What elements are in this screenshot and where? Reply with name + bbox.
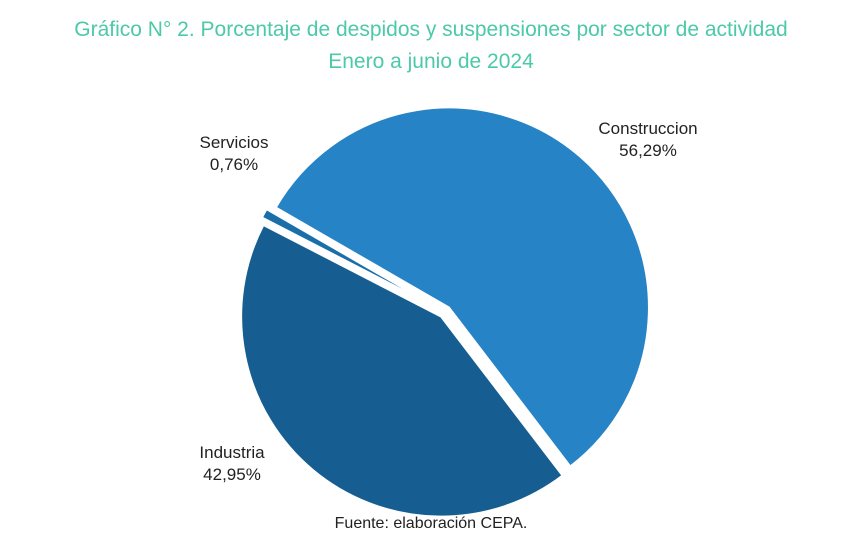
slice-value-construccion: 56,29% [619, 141, 677, 160]
chart-title: Gráfico N° 2. Porcentaje de despidos y s… [74, 18, 788, 41]
chart-subtitle: Enero a junio de 2024 [328, 50, 534, 73]
slice-label-industria: Industria [199, 443, 265, 462]
pie-slices [240, 106, 650, 518]
slice-value-servicios: 0,76% [210, 155, 258, 174]
slice-label-construccion: Construccion [598, 119, 697, 138]
pie-slice-industria [240, 223, 564, 518]
pie-slice-servicios [260, 207, 441, 311]
slice-label-servicios: Servicios [200, 133, 269, 152]
pie-labels: Construccion 56,29% Industria 42,95% Servici… [199, 119, 697, 484]
chart-source: Fuente: elaboración CEPA. [334, 515, 528, 532]
pie-slice-construccion [274, 106, 650, 468]
slice-value-industria: 42,95% [203, 465, 261, 484]
